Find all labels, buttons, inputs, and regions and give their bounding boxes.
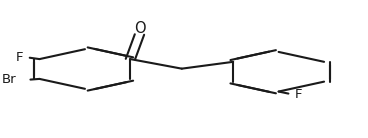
Text: F: F [16,51,23,64]
Text: O: O [134,21,145,36]
Text: Br: Br [1,73,16,86]
Text: F: F [295,88,302,101]
